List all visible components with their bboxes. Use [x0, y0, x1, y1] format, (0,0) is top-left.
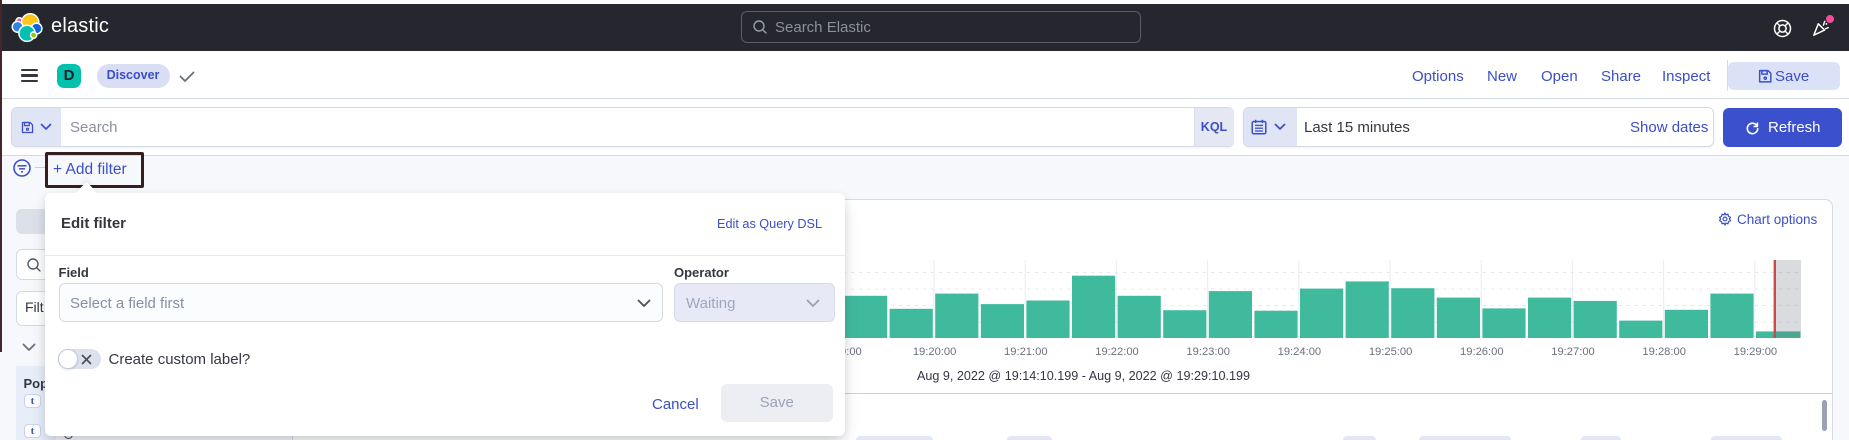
svg-text:19:28:00: 19:28:00	[1642, 346, 1686, 358]
svg-text:19:29:00: 19:29:00	[1734, 346, 1778, 358]
svg-text:19:22:00: 19:22:00	[1095, 346, 1139, 358]
svg-text:19:23:00: 19:23:00	[1186, 346, 1230, 358]
svg-text:19:21:00: 19:21:00	[1004, 346, 1048, 358]
svg-text:19:20:00: 19:20:00	[913, 346, 957, 358]
svg-text:19:26:00: 19:26:00	[1460, 346, 1504, 358]
svg-text:19:27:00: 19:27:00	[1551, 346, 1595, 358]
svg-text:19:24:00: 19:24:00	[1278, 346, 1322, 358]
svg-text:19:25:00: 19:25:00	[1369, 346, 1413, 358]
